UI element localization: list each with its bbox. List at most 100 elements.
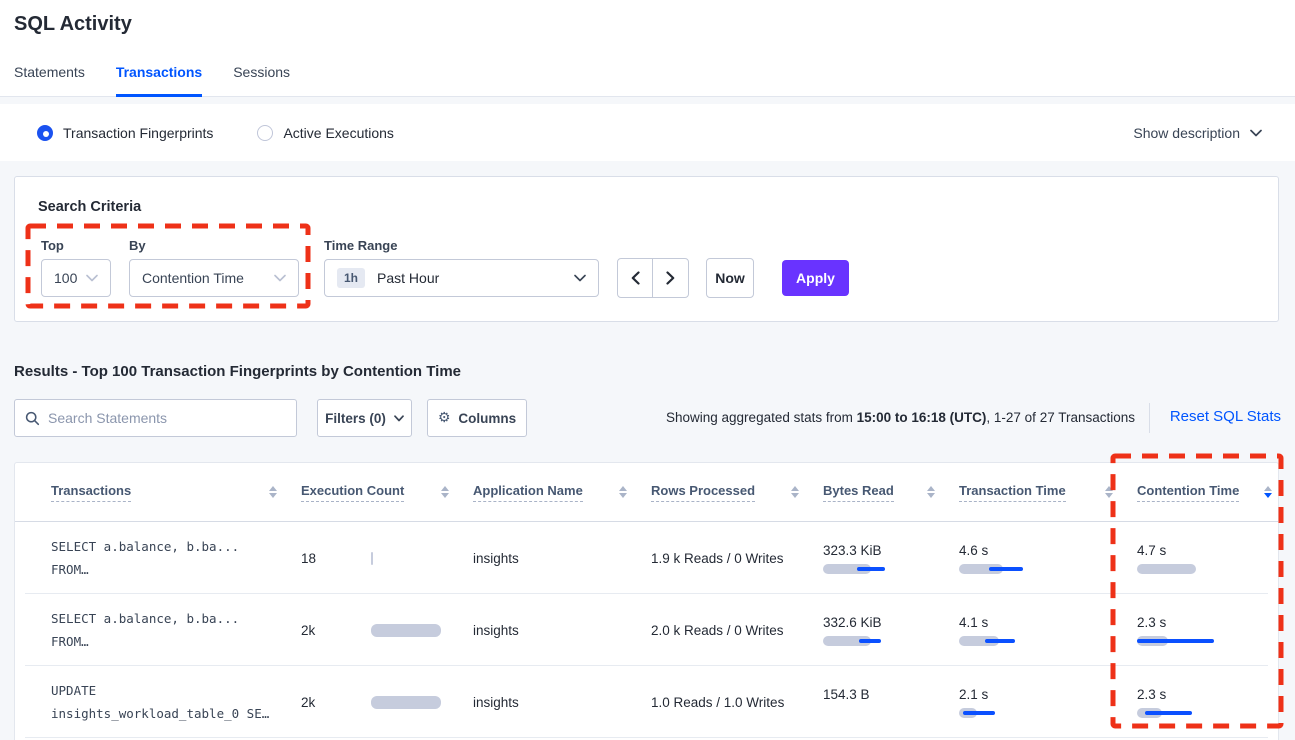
table-header-row: Transactions Execution Count Application… [15, 463, 1278, 522]
transaction-time-bar [959, 707, 1137, 718]
filters-button[interactable]: Filters (0) [317, 399, 412, 437]
contention-time-bar [1137, 563, 1278, 574]
contention-time-cell: 2.3 s [1137, 666, 1278, 738]
execution-count-bar [371, 551, 451, 565]
column-header-rows-processed: Rows Processed [651, 483, 823, 502]
results-heading: Results - Top 100 Transaction Fingerprin… [14, 363, 462, 380]
column-header-transaction-time: Transaction Time [959, 483, 1137, 502]
now-button[interactable]: Now [706, 258, 754, 298]
column-header-contention-time: Contention Time [1137, 483, 1278, 502]
filters-label: Filters (0) [325, 410, 386, 426]
view-toggle-bar: Transaction Fingerprints Active Executio… [0, 104, 1295, 161]
previous-time-range-button[interactable] [618, 259, 653, 297]
transaction-fingerprint-link[interactable]: SELECT a.balance, b.ba... FROM… [51, 539, 240, 577]
time-range-label: Time Range [324, 238, 398, 253]
column-header-transactions: Transactions [51, 483, 301, 502]
radio-selected-icon[interactable] [37, 124, 53, 141]
by-label: By [129, 238, 146, 253]
application-name-cell: insights [473, 622, 519, 638]
contention-time-cell: 4.7 s [1137, 522, 1278, 594]
radio-transaction-fingerprints[interactable]: Transaction Fingerprints [37, 124, 214, 141]
sort-icon[interactable] [927, 486, 935, 498]
bytes-read-bar [823, 563, 959, 574]
chevron-down-icon [394, 414, 404, 422]
sort-icon[interactable] [1105, 486, 1113, 498]
transaction-fingerprint-link[interactable]: UPDATE insights_workload_table_0 SE… [51, 683, 270, 721]
bytes-read-cell: 332.6 KiB [823, 594, 959, 666]
search-icon [25, 411, 40, 426]
toolbar-divider [1149, 403, 1150, 433]
columns-button[interactable]: ⚙ Columns [427, 399, 527, 437]
chevron-right-icon [666, 271, 675, 285]
show-description-toggle[interactable]: Show description [1133, 125, 1262, 141]
sort-icon[interactable] [791, 486, 799, 498]
bytes-read-bar [823, 635, 959, 646]
table-row: UPDATE insights_workload_table_0 SE… 2k … [15, 666, 1278, 738]
execution-count-cell: 18 [301, 522, 473, 594]
table-row: SELECT a.balance, b.ba... FROM… 18 insig… [15, 522, 1278, 594]
radio-label: Transaction Fingerprints [63, 124, 214, 141]
radio-active-executions[interactable]: Active Executions [257, 124, 394, 141]
transactions-table: Transactions Execution Count Application… [14, 462, 1279, 740]
chevron-down-icon [1250, 129, 1262, 137]
radio-unselected-icon[interactable] [257, 124, 274, 141]
execution-count-bar [371, 623, 451, 637]
sort-icon[interactable] [269, 486, 277, 498]
aggregated-stats-text: Showing aggregated stats from 15:00 to 1… [666, 410, 1135, 425]
radio-label: Active Executions [283, 124, 394, 141]
results-toolbar: Filters (0) ⚙ Columns Showing aggregated… [14, 399, 1281, 437]
search-statements-box[interactable] [14, 399, 297, 437]
tab-bar: Statements Transactions Sessions [14, 64, 290, 97]
apply-button[interactable]: Apply [782, 260, 849, 296]
transaction-fingerprint-link[interactable]: SELECT a.balance, b.ba... FROM… [51, 611, 240, 649]
columns-label: Columns [458, 410, 517, 426]
show-description-label: Show description [1133, 124, 1240, 141]
tab-sessions[interactable]: Sessions [233, 64, 291, 80]
contention-time-cell: 2.3 s [1137, 594, 1278, 666]
execution-count-cell: 2k [301, 594, 473, 666]
column-header-execution-count: Execution Count [301, 483, 473, 502]
execution-count-bar [371, 695, 451, 709]
transaction-time-cell: 4.6 s [959, 522, 1137, 594]
reset-sql-stats-link[interactable]: Reset SQL Stats [1169, 408, 1281, 425]
transaction-time-cell: 2.1 s [959, 666, 1137, 738]
transaction-time-cell: 4.1 s [959, 594, 1137, 666]
time-range-step-buttons [617, 258, 689, 298]
column-header-application-name: Application Name [473, 483, 651, 502]
bytes-read-cell: 154.3 B [823, 686, 870, 702]
contention-time-bar [1137, 635, 1278, 646]
search-statements-input[interactable] [48, 410, 286, 426]
sort-icon[interactable] [441, 486, 449, 498]
table-row: SELECT a.balance, b.ba... FROM… 2k insig… [15, 594, 1278, 666]
time-range-value: Past Hour [377, 270, 440, 286]
rows-processed-cell: 2.0 k Reads / 0 Writes [651, 622, 784, 638]
execution-count-cell: 2k [301, 666, 473, 738]
top-select-value: 100 [54, 270, 78, 286]
tab-statements[interactable]: Statements [14, 64, 85, 80]
next-time-range-button[interactable] [653, 259, 688, 297]
top-select[interactable]: 100 [41, 259, 111, 297]
by-select-value: Contention Time [142, 270, 244, 286]
by-select[interactable]: Contention Time [129, 259, 299, 297]
time-range-select[interactable]: 1h Past Hour [324, 259, 599, 297]
sort-icon[interactable] [619, 486, 627, 498]
chevron-down-icon [274, 274, 286, 282]
search-criteria-title: Search Criteria [38, 199, 142, 215]
chevron-down-icon [574, 274, 586, 282]
contention-time-bar [1137, 707, 1278, 718]
rows-processed-cell: 1.0 Reads / 1.0 Writes [651, 694, 785, 710]
page-title: SQL Activity [14, 13, 132, 35]
column-header-bytes-read: Bytes Read [823, 483, 959, 502]
page-header: SQL Activity Statements Transactions Ses… [0, 0, 1295, 97]
bytes-read-cell: 323.3 KiB [823, 522, 959, 594]
transaction-time-bar [959, 635, 1137, 646]
transaction-time-bar [959, 563, 1137, 574]
chevron-down-icon [86, 274, 98, 282]
top-label: Top [41, 238, 64, 253]
application-name-cell: insights [473, 694, 519, 710]
gear-icon: ⚙ [437, 410, 451, 426]
time-range-badge: 1h [337, 268, 366, 288]
sort-icon-active-desc[interactable] [1264, 486, 1272, 498]
tab-transactions[interactable]: Transactions [115, 64, 203, 97]
rows-processed-cell: 1.9 k Reads / 0 Writes [651, 550, 784, 566]
